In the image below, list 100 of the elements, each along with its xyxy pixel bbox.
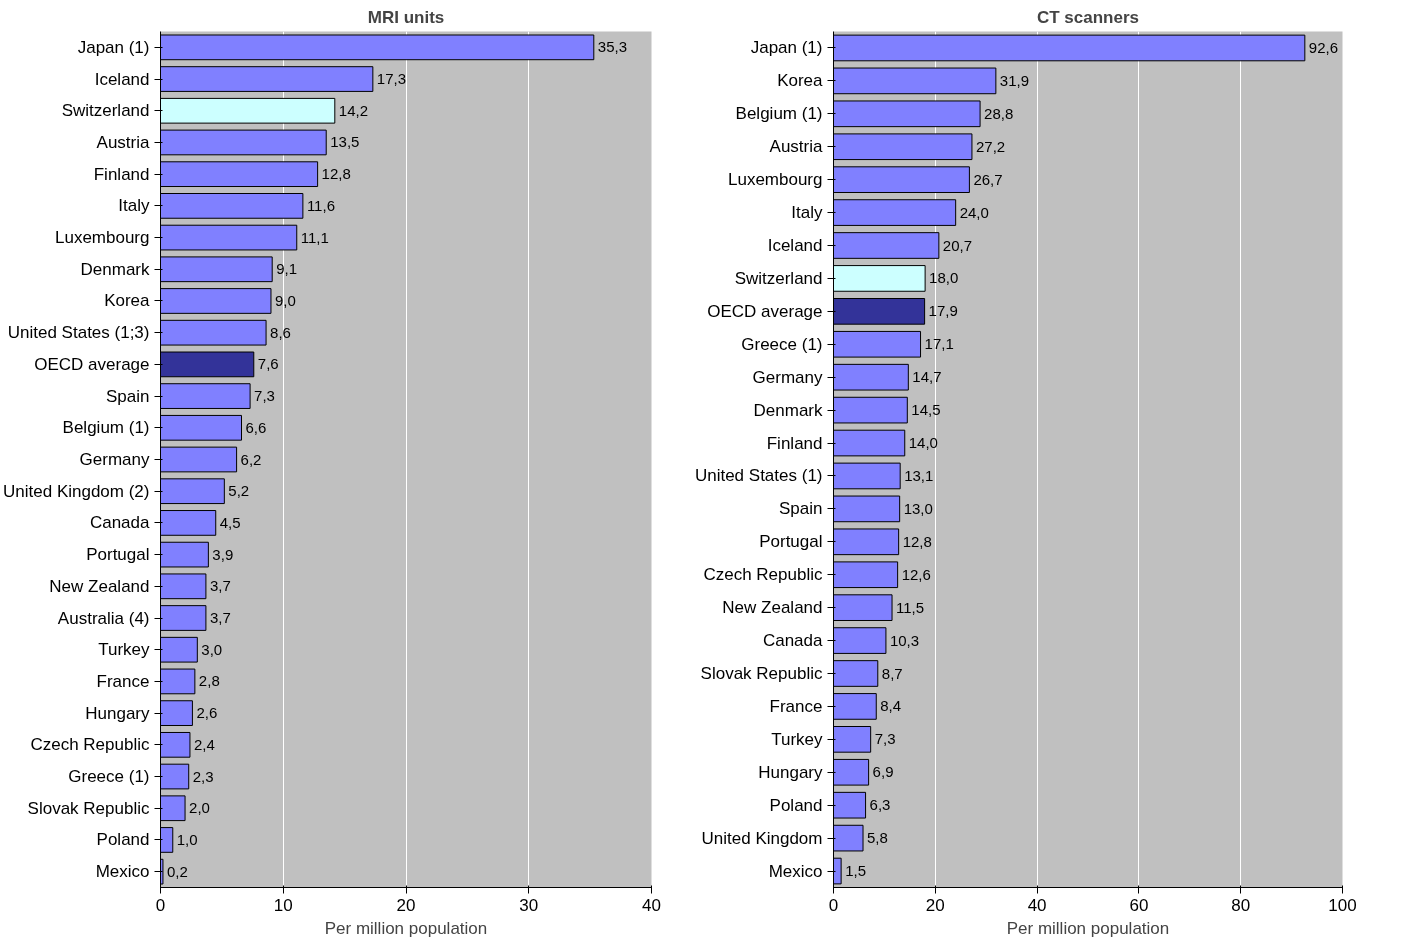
data-label: 26,7 bbox=[973, 170, 1003, 188]
data-label: 10,3 bbox=[889, 631, 920, 649]
data-label: 17,9 bbox=[928, 302, 958, 320]
data-label: 14,7 bbox=[912, 368, 942, 386]
y-tick-label: Japan (1) bbox=[77, 37, 150, 57]
data-label: 14,0 bbox=[908, 434, 938, 452]
data-label: 12,8 bbox=[902, 532, 932, 550]
y-tick-label: France bbox=[96, 671, 150, 691]
data-label: 13,0 bbox=[903, 499, 933, 517]
y-tick-label: Finland bbox=[766, 433, 823, 453]
y-tick-label: OECD average bbox=[34, 354, 150, 374]
y-tick-label: Denmark bbox=[753, 400, 823, 420]
data-label: 7,3 bbox=[874, 730, 896, 748]
data-label: 2,3 bbox=[192, 767, 214, 785]
data-label: 1,0 bbox=[176, 830, 198, 848]
data-label: 8,6 bbox=[270, 323, 291, 341]
x-tick-label: 20 bbox=[925, 895, 945, 915]
y-tick-label: Czech Republic bbox=[30, 735, 150, 755]
data-label: 17,1 bbox=[924, 335, 954, 353]
data-label: 3,7 bbox=[209, 609, 231, 627]
data-label: 14,5 bbox=[911, 401, 941, 419]
data-label: 13,1 bbox=[904, 466, 934, 484]
data-label: 8,7 bbox=[881, 664, 903, 682]
y-tick-label: Mexico bbox=[95, 862, 150, 882]
y-tick-label: Switzerland bbox=[61, 101, 150, 121]
y-tick-label: Greece (1) bbox=[68, 767, 150, 787]
y-tick-label: Luxembourg bbox=[55, 228, 150, 248]
y-tick-label: Austria bbox=[769, 137, 824, 157]
y-tick-label: Finland bbox=[93, 164, 150, 184]
data-label: 13,5 bbox=[330, 133, 360, 151]
data-label: 14,2 bbox=[338, 101, 369, 119]
y-tick-label: Japan (1) bbox=[750, 38, 823, 58]
data-label: 12,8 bbox=[321, 165, 351, 183]
y-tick-label: Austria bbox=[96, 132, 151, 152]
x-tick-label: 20 bbox=[396, 895, 416, 915]
x-tick-label: 0 bbox=[155, 895, 166, 915]
data-label: 3,9 bbox=[212, 545, 234, 563]
data-label: 2,4 bbox=[193, 735, 215, 753]
y-tick-label: United States (1;3) bbox=[7, 323, 150, 343]
y-tick-label: United States (1) bbox=[694, 466, 823, 486]
x-tick-label: 60 bbox=[1129, 895, 1149, 915]
data-label: 24,0 bbox=[959, 203, 989, 221]
data-label: 27,2 bbox=[975, 137, 1006, 155]
y-tick-label: Turkey bbox=[98, 640, 150, 660]
y-tick-label: New Zealand bbox=[722, 598, 823, 618]
y-tick-label: United Kingdom bbox=[701, 828, 823, 848]
y-tick-label: Canada bbox=[762, 631, 824, 651]
x-axis-title: Per million population bbox=[324, 918, 488, 938]
chart-title: CT scanners bbox=[1036, 7, 1140, 27]
data-label: 5,2 bbox=[228, 482, 250, 500]
y-tick-label: Australia (4) bbox=[57, 608, 150, 628]
data-label: 2,8 bbox=[198, 672, 220, 690]
y-tick-label: Spain bbox=[106, 386, 150, 406]
chart-title: MRI units bbox=[367, 7, 445, 27]
y-tick-label: Turkey bbox=[771, 729, 823, 749]
data-label: 35,3 bbox=[597, 38, 628, 56]
y-tick-label: Poland bbox=[96, 830, 150, 850]
y-tick-label: Germany bbox=[752, 367, 823, 387]
x-tick-label: 0 bbox=[828, 895, 839, 915]
y-tick-label: Mexico bbox=[768, 861, 823, 881]
data-label: 7,3 bbox=[254, 387, 275, 405]
data-label: 12,6 bbox=[901, 565, 931, 583]
data-label: 11,6 bbox=[306, 196, 335, 214]
data-label: 11,1 bbox=[300, 228, 329, 246]
y-tick-label: Belgium (1) bbox=[735, 104, 823, 124]
data-label: 5,8 bbox=[867, 829, 888, 847]
y-tick-label: Portugal bbox=[759, 532, 823, 552]
data-label: 3,7 bbox=[209, 577, 231, 595]
x-tick-label: 40 bbox=[1027, 895, 1047, 915]
data-label: 6,6 bbox=[245, 418, 267, 436]
data-label: 1,5 bbox=[845, 862, 866, 880]
data-label: 17,3 bbox=[376, 70, 407, 88]
data-label: 31,9 bbox=[999, 71, 1030, 89]
data-label: 9,0 bbox=[274, 291, 296, 309]
y-tick-label: Hungary bbox=[758, 762, 823, 782]
data-label: 18,0 bbox=[929, 269, 959, 287]
y-tick-label: Italy bbox=[118, 196, 150, 216]
y-tick-label: Greece (1) bbox=[741, 334, 823, 354]
y-tick-label: Belgium (1) bbox=[62, 418, 150, 438]
y-tick-label: Iceland bbox=[94, 69, 150, 89]
x-tick-label: 30 bbox=[519, 895, 539, 915]
y-tick-label: Iceland bbox=[767, 236, 823, 255]
data-label: 2,6 bbox=[196, 704, 218, 722]
data-label: 7,6 bbox=[257, 355, 279, 373]
y-tick-label: Portugal bbox=[86, 545, 150, 565]
y-tick-label: Italy bbox=[791, 203, 823, 223]
data-label: 4,5 bbox=[219, 513, 241, 531]
x-tick-label: 40 bbox=[642, 895, 661, 915]
data-label: 2,0 bbox=[189, 799, 210, 817]
y-tick-label: Slovak Republic bbox=[700, 664, 823, 683]
y-tick-label: Germany bbox=[79, 450, 150, 469]
x-tick-label: 100 bbox=[1328, 895, 1357, 915]
data-label: 6,9 bbox=[872, 763, 894, 781]
y-tick-label: Denmark bbox=[80, 259, 150, 279]
y-tick-label: Hungary bbox=[85, 703, 150, 723]
y-tick-label: New Zealand bbox=[49, 576, 150, 596]
data-label: 8,4 bbox=[880, 697, 902, 715]
data-label: 28,8 bbox=[984, 104, 1014, 122]
y-tick-label: Czech Republic bbox=[703, 565, 823, 585]
data-label: 6,3 bbox=[869, 796, 891, 814]
